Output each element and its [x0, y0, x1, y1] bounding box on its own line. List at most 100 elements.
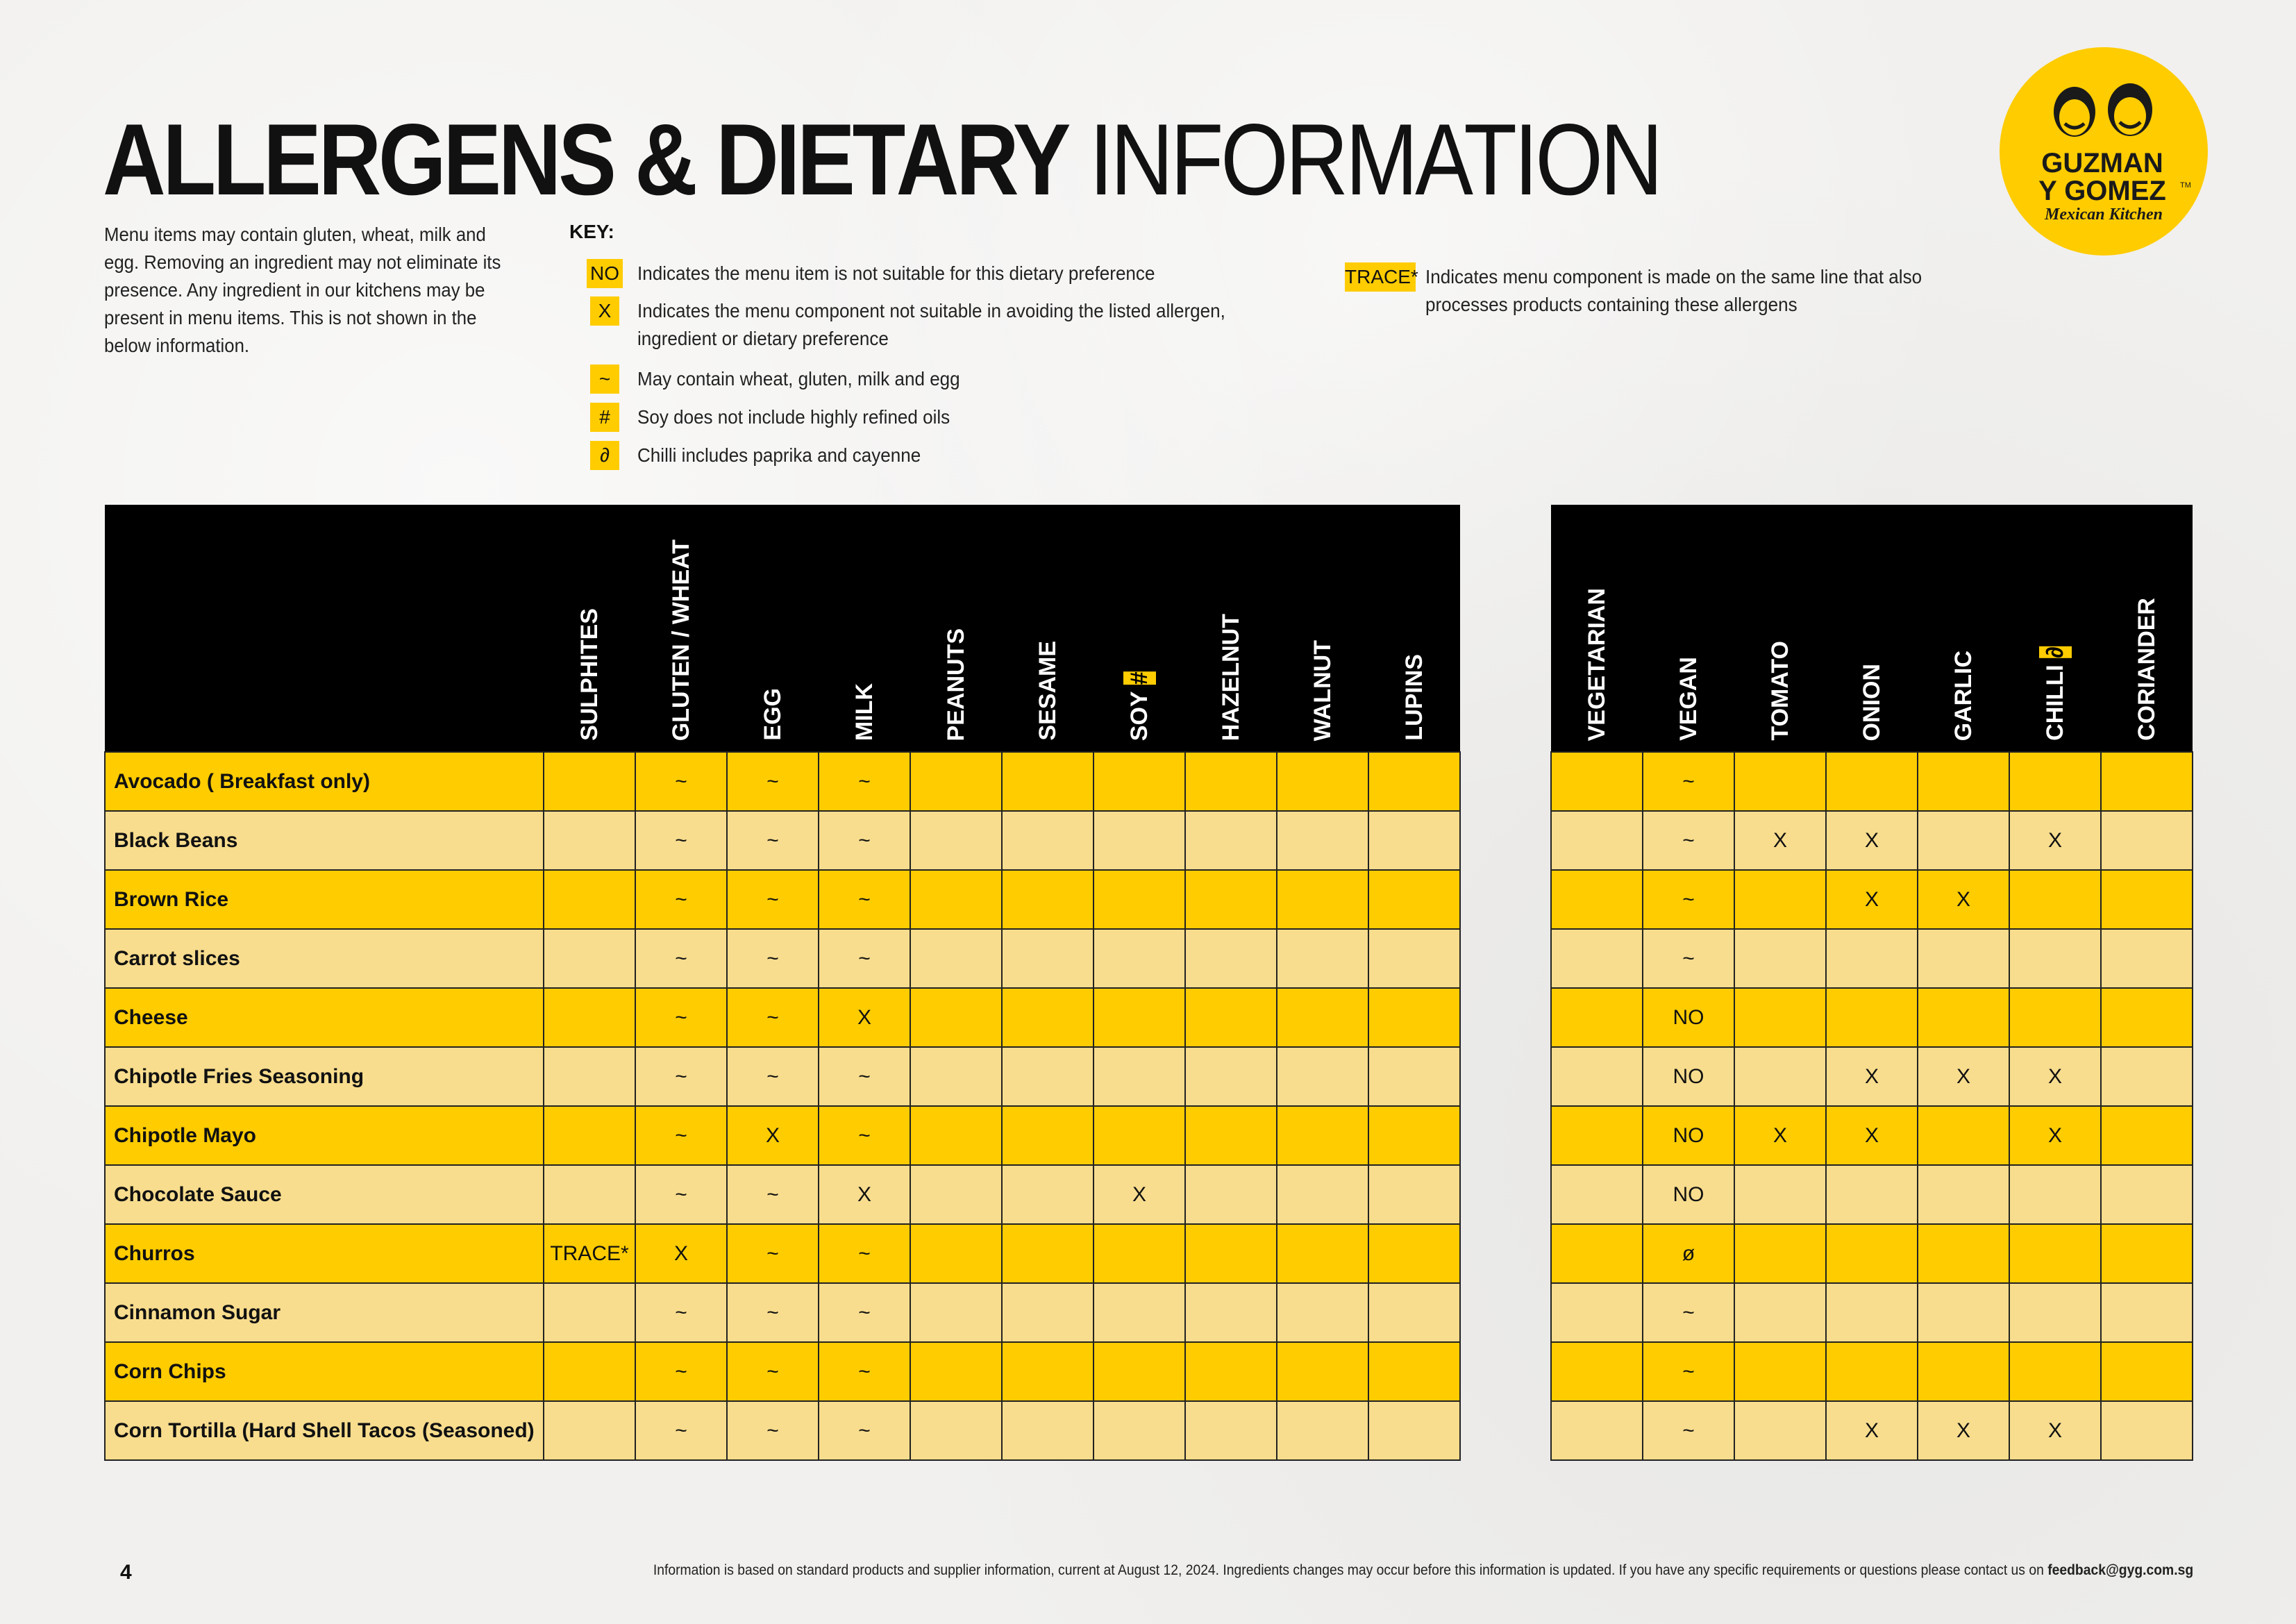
dietary-cell [1917, 928, 2010, 989]
allergen-cell [1001, 1400, 1094, 1461]
dietary-cell [1550, 810, 1643, 871]
dietary-cell [1917, 1164, 2010, 1225]
allergen-cell: ~ [726, 1282, 819, 1343]
allergen-cell [1093, 987, 1186, 1048]
header-tomato: TOMATO [1734, 505, 1826, 752]
dietary-cell [1550, 1282, 1643, 1343]
dietary-cell [1825, 1341, 1918, 1402]
allergen-cell [910, 1046, 1003, 1107]
menu-item-name: Avocado ( Breakfast only) [104, 751, 544, 812]
allergen-cell: X [635, 1223, 728, 1284]
allergen-cell [1276, 1105, 1369, 1166]
allergen-cell [1184, 1046, 1277, 1107]
table-row: Avocado ( Breakfast only) ~ ~ ~ [104, 751, 1461, 812]
allergen-cell [1276, 1046, 1369, 1107]
allergen-cell [910, 751, 1003, 812]
dietary-cell [2100, 1400, 2193, 1461]
dietary-cell [2100, 751, 2193, 812]
allergen-cell [1368, 1341, 1461, 1402]
allergen-cell: ~ [726, 1400, 819, 1461]
menu-item-name: Black Beans [104, 810, 544, 871]
soy-hash-mark: # [1123, 671, 1156, 685]
allergen-cell [1093, 1105, 1186, 1166]
dietary-cell: X [1825, 1046, 1918, 1107]
allergen-cell: ~ [635, 1105, 728, 1166]
allergen-cell [1184, 928, 1277, 989]
dietary-cell [1550, 1105, 1643, 1166]
table-row: Black Beans ~ ~ ~ [104, 810, 1461, 871]
dietary-cell [2009, 1164, 2102, 1225]
allergen-cell [543, 987, 636, 1048]
allergen-cell [910, 1282, 1003, 1343]
key-text-trace: Indicates menu component is made on the … [1425, 266, 1922, 287]
allergen-cell: ~ [635, 1400, 728, 1461]
menu-item-name: Brown Rice [104, 869, 544, 930]
table-row: Corn Tortilla (Hard Shell Tacos (Seasone… [104, 1400, 1461, 1461]
allergen-cell [1276, 1282, 1369, 1343]
allergen-cell: ~ [818, 1046, 911, 1107]
dietary-cell [1550, 869, 1643, 930]
dietary-cell [1734, 1282, 1827, 1343]
key-text-hash: Soy does not include highly refined oils [637, 406, 950, 428]
header-garlic: GARLIC [1918, 505, 2009, 752]
dietary-cell [1734, 1400, 1827, 1461]
allergen-cell [543, 810, 636, 871]
dietary-cell: ~ [1642, 751, 1735, 812]
dietary-cell: ~ [1642, 810, 1735, 871]
allergen-cell [1276, 1164, 1369, 1225]
table-row: Chipotle Mayo ~ X ~ [104, 1105, 1461, 1166]
dietary-cell [1917, 751, 2010, 812]
table-row: ~ [1550, 928, 2193, 989]
dietary-header-row: VEGETARIAN VEGAN TOMATO ONION GARLIC CHI… [1551, 505, 2193, 752]
allergen-cell [1368, 1400, 1461, 1461]
allergen-cell [543, 1400, 636, 1461]
svg-text:GUZMAN: GUZMAN [2041, 148, 2163, 178]
menu-item-name: Carrot slices [104, 928, 544, 989]
dietary-cell [1917, 1282, 2010, 1343]
allergen-cell: ~ [635, 928, 728, 989]
menu-item-name: Corn Tortilla (Hard Shell Tacos (Seasone… [104, 1400, 544, 1461]
key-badge-tilde: ~ [590, 365, 619, 394]
allergen-cell [1276, 1223, 1369, 1284]
table-row: Brown Rice ~ ~ ~ [104, 869, 1461, 930]
allergen-cell: ~ [635, 987, 728, 1048]
allergen-cell [910, 1341, 1003, 1402]
allergen-cell [543, 869, 636, 930]
dietary-cell [1825, 1223, 1918, 1284]
allergen-cell [1276, 1341, 1369, 1402]
dietary-cell [1550, 928, 1643, 989]
menu-item-name: Cinnamon Sugar [104, 1282, 544, 1343]
allergen-cell [1276, 810, 1369, 871]
allergen-cell [543, 1164, 636, 1225]
allergen-cell: ~ [635, 1282, 728, 1343]
allergen-cell: ~ [726, 1164, 819, 1225]
allergen-cell [1368, 1046, 1461, 1107]
allergen-cell: ~ [635, 869, 728, 930]
dietary-cell: NO [1642, 1046, 1735, 1107]
dietary-cell [2009, 1282, 2102, 1343]
allergen-cell [1093, 1341, 1186, 1402]
menu-item-name: Corn Chips [104, 1341, 544, 1402]
allergen-cell [910, 869, 1003, 930]
dietary-cell: X [1734, 810, 1827, 871]
dietary-cell [1550, 1400, 1643, 1461]
dietary-cell: X [1825, 1105, 1918, 1166]
intro-text: Menu items may contain gluten, wheat, mi… [104, 224, 501, 356]
header-vegan: VEGAN [1643, 505, 1734, 752]
header-onion: ONION [1826, 505, 1918, 752]
dietary-cell [1734, 1341, 1827, 1402]
table-row: ~ [1550, 1341, 2193, 1402]
header-sulphites: SULPHITES [544, 505, 635, 752]
dietary-cell [1550, 1341, 1643, 1402]
allergen-cell: ~ [635, 751, 728, 812]
dietary-cell [2100, 1282, 2193, 1343]
dietary-cell: X [2009, 1400, 2102, 1461]
dietary-cell: NO [1642, 1164, 1735, 1225]
allergen-cell [1368, 869, 1461, 930]
table-row: Chocolate Sauce ~ ~ X X [104, 1164, 1461, 1225]
allergen-cell: ~ [726, 751, 819, 812]
header-blank [105, 505, 544, 752]
allergen-cell [1368, 987, 1461, 1048]
feedback-email[interactable]: feedback@gyg.com.sg [2047, 1562, 2193, 1578]
allergen-cell: ~ [726, 1341, 819, 1402]
